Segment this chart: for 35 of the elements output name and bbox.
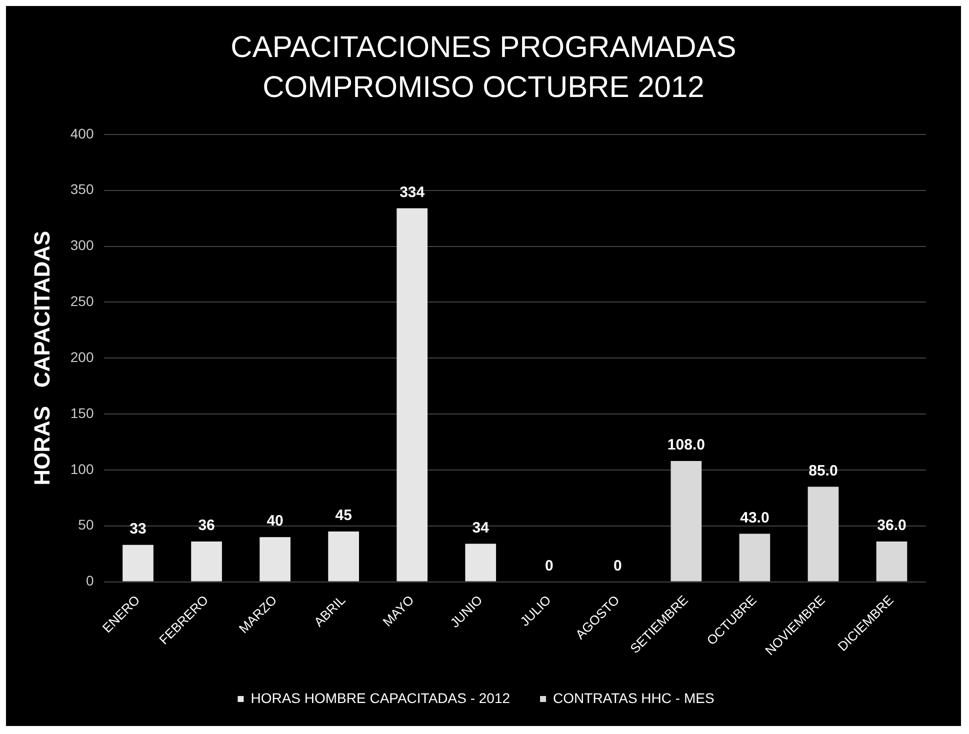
legend-label: CONTRATAS HHC - MES bbox=[553, 690, 714, 706]
y-tick-label: 100 bbox=[70, 460, 94, 477]
y-tick-label: 250 bbox=[70, 293, 94, 310]
data-label: 36.0 bbox=[877, 517, 906, 534]
bar bbox=[808, 486, 839, 582]
y-tick-label: 0 bbox=[86, 572, 94, 589]
bar bbox=[191, 542, 222, 582]
bar bbox=[876, 542, 908, 582]
data-label: 85.0 bbox=[808, 462, 838, 480]
bar bbox=[260, 537, 290, 582]
chart-title: CAPACITACIONES PROGRAMADAS COMPROMISO OCTUBRE 2012 bbox=[230, 30, 738, 106]
bar bbox=[328, 531, 359, 582]
y-tick-label: 200 bbox=[70, 348, 94, 365]
data-label: 33 bbox=[130, 520, 146, 538]
data-label: 334 bbox=[400, 184, 426, 201]
y-tick-label: 400 bbox=[70, 125, 94, 142]
bar bbox=[465, 544, 496, 582]
bar bbox=[670, 461, 702, 582]
data-label: 36 bbox=[198, 517, 215, 534]
y-axis-title: HORAS CAPACITADAS bbox=[29, 230, 54, 486]
bar bbox=[739, 534, 770, 582]
bar bbox=[122, 544, 154, 582]
data-label: 34 bbox=[472, 519, 490, 536]
y-tick-label: 50 bbox=[78, 516, 94, 533]
data-label: 43.0 bbox=[740, 509, 770, 526]
data-label: 0 bbox=[544, 557, 554, 574]
data-label: 0 bbox=[613, 557, 622, 574]
data-label: 40 bbox=[266, 512, 284, 530]
data-label: 45 bbox=[335, 507, 352, 524]
y-tick-label: 300 bbox=[70, 237, 94, 254]
bar bbox=[396, 208, 428, 582]
y-tick-label: 350 bbox=[70, 181, 94, 198]
y-tick-label: 150 bbox=[70, 404, 94, 421]
legend-label: HORAS HOMBRE CAPACITADAS - 2012 bbox=[250, 690, 510, 706]
data-label: 108.0 bbox=[667, 436, 705, 454]
